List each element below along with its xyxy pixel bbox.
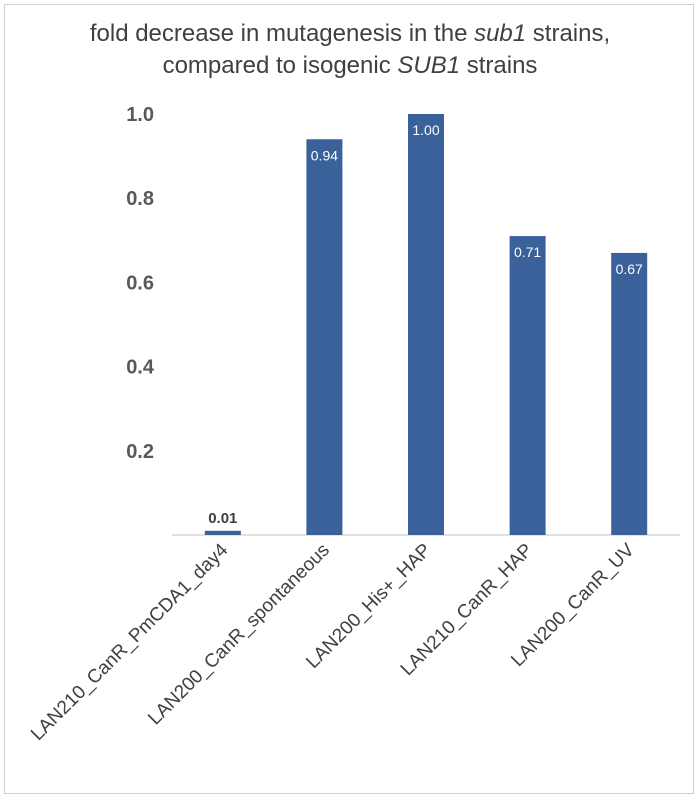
- chart-title-line-2: compared to isogenic SUB1 strains: [162, 52, 538, 79]
- y-tick-label: 0.2: [126, 441, 154, 463]
- bar: [408, 114, 444, 535]
- data-label: 0.67: [616, 261, 643, 277]
- x-tick-label: LAN200_CanR_spontaneous: [144, 540, 334, 730]
- bar: [509, 236, 546, 535]
- y-tick-label: 1.0: [126, 104, 154, 126]
- chart-title: fold decrease in mutagenesis in the sub1…: [0, 18, 700, 82]
- y-tick-label: 0.6: [126, 272, 154, 294]
- y-tick-label: 0.4: [126, 357, 155, 379]
- bar: [204, 530, 241, 535]
- chart-frame: [4, 4, 694, 794]
- chart-title-line-1: fold decrease in mutagenesis in the sub1…: [89, 20, 611, 47]
- x-tick-label: LAN210_CanR_PmCDA1_day4: [27, 539, 233, 745]
- y-tick-label: 0.8: [126, 188, 154, 210]
- data-label: 0.01: [208, 510, 237, 527]
- bar: [306, 139, 343, 535]
- data-label: 0.71: [514, 244, 541, 260]
- data-label: 0.94: [311, 147, 338, 163]
- bar: [611, 252, 648, 535]
- data-label: 1.00: [412, 122, 439, 138]
